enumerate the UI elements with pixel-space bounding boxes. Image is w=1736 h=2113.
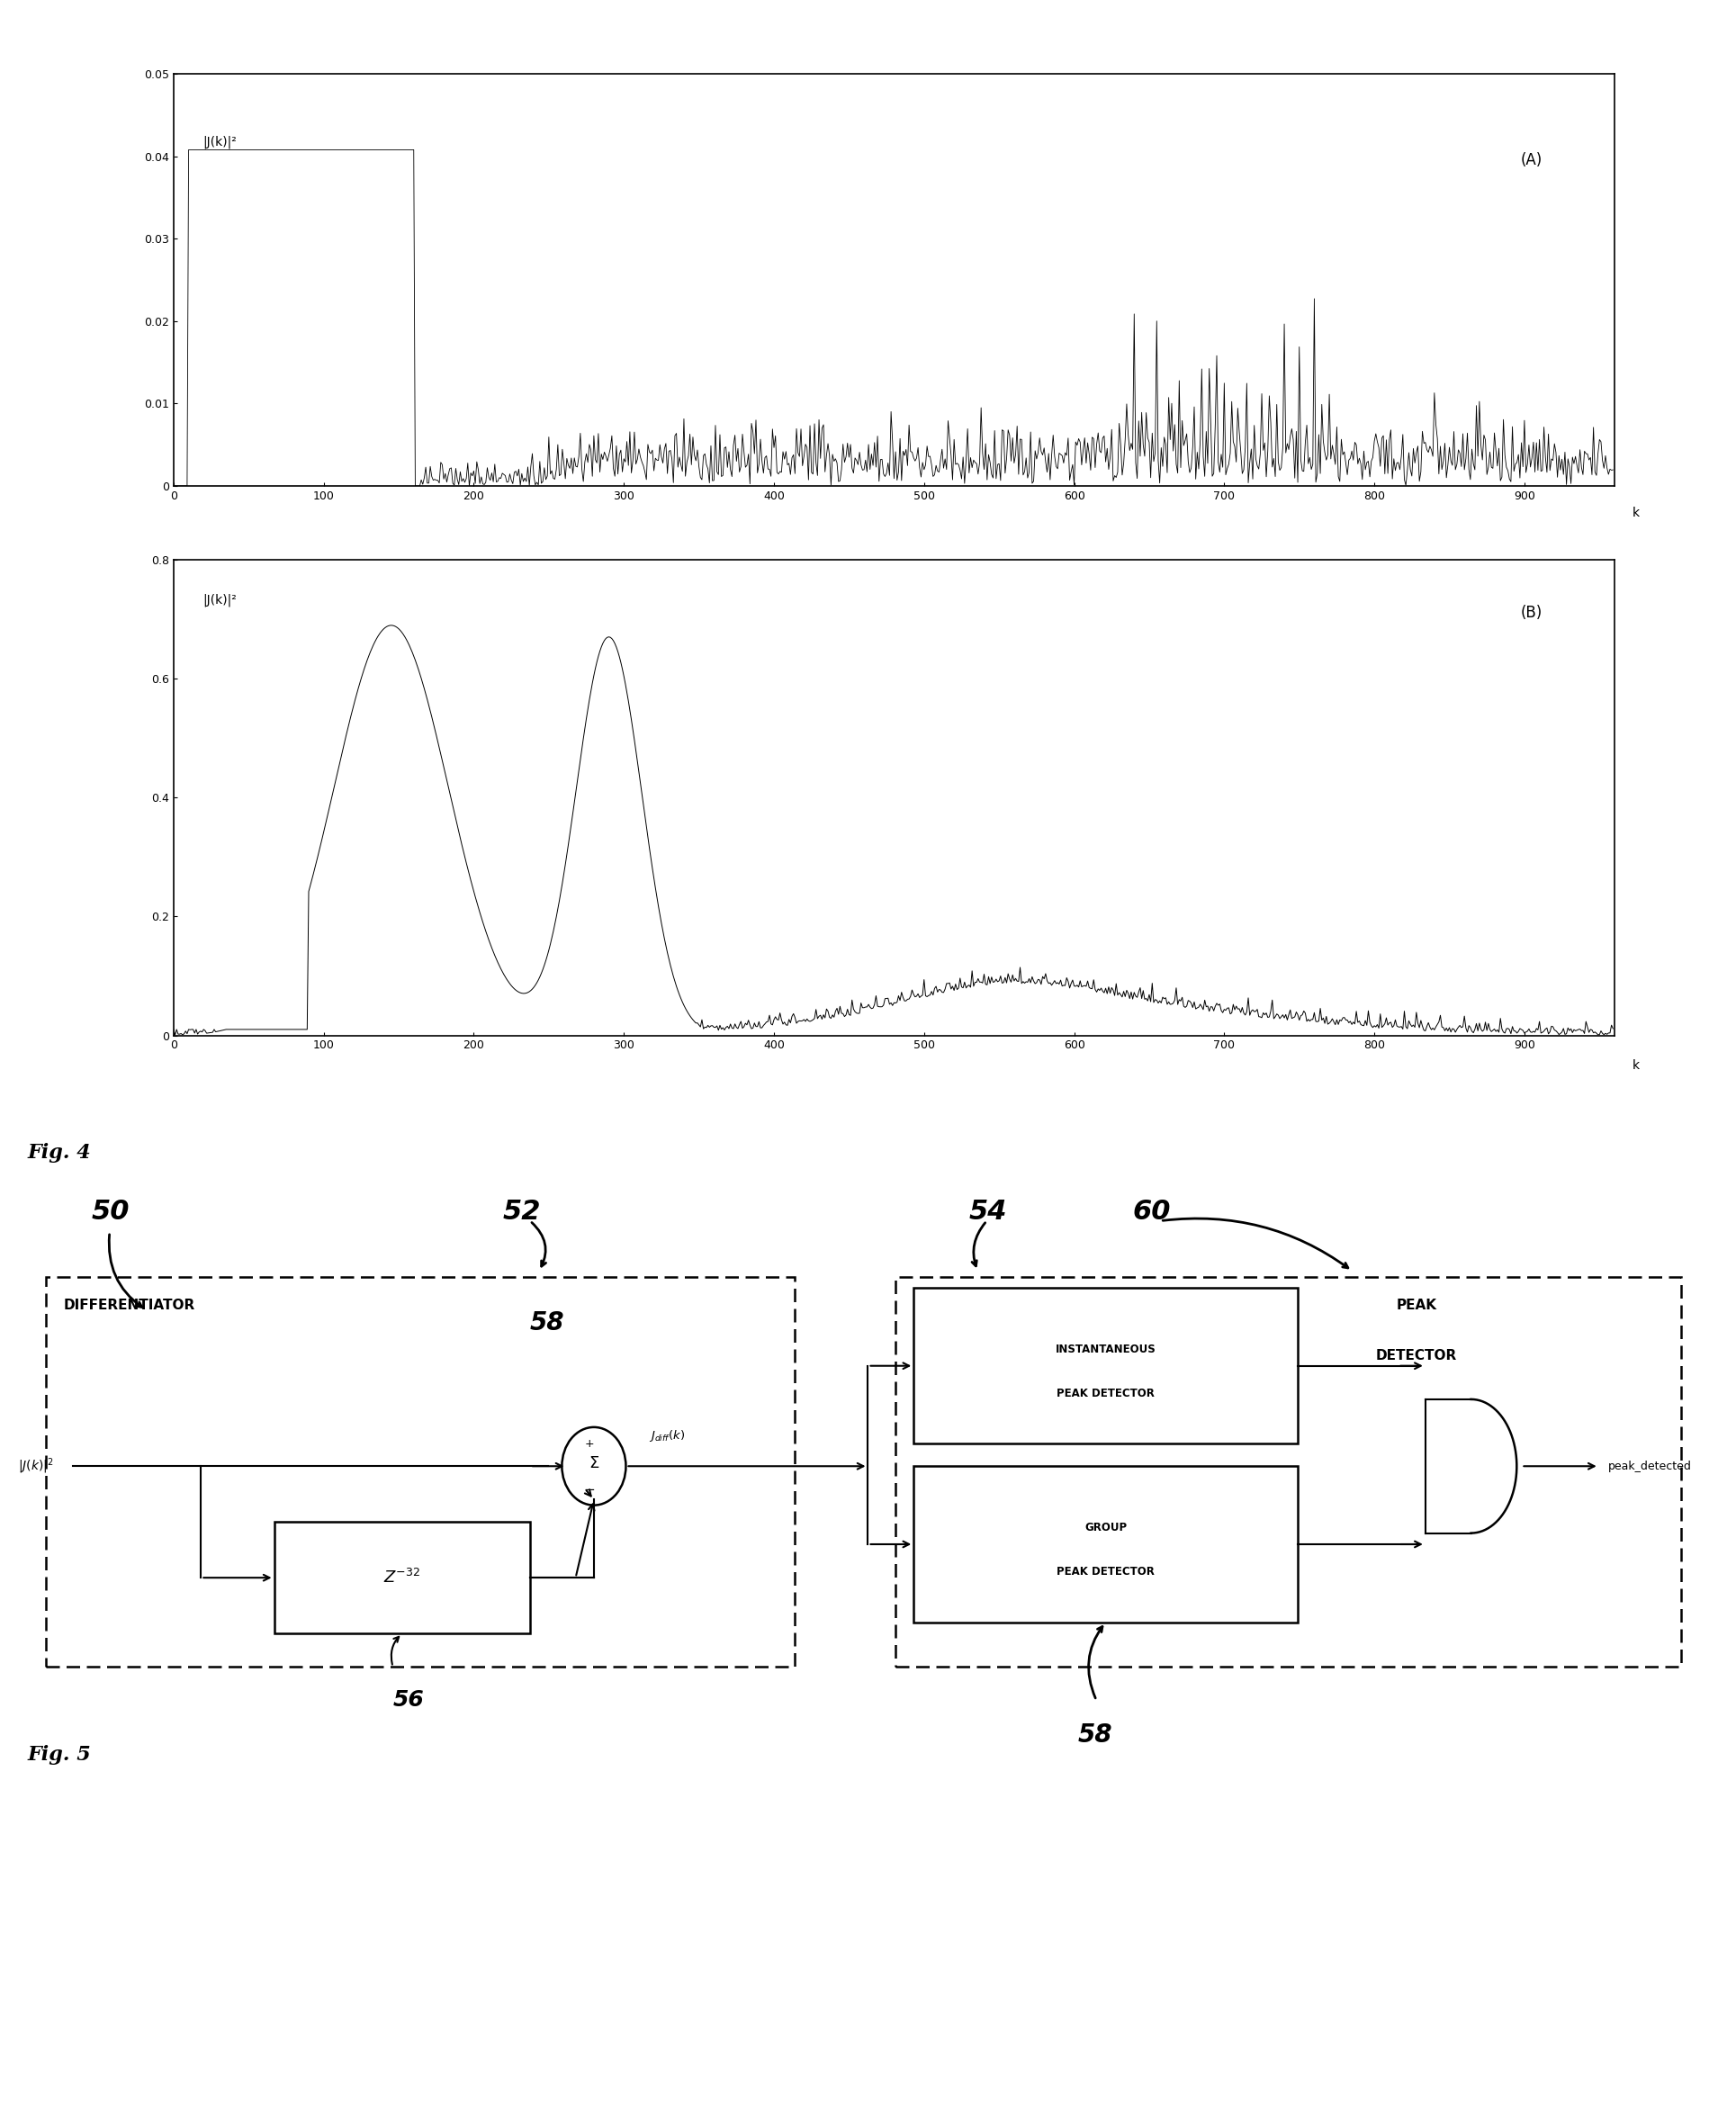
Text: 58: 58 [529, 1310, 564, 1335]
X-axis label: k: k [1632, 1059, 1641, 1071]
Text: DETECTOR: DETECTOR [1375, 1348, 1457, 1363]
FancyBboxPatch shape [913, 1466, 1297, 1623]
Text: +: + [585, 1437, 594, 1450]
FancyBboxPatch shape [913, 1287, 1297, 1443]
Text: |J(k)|²: |J(k)|² [203, 135, 236, 148]
Text: Fig. 4: Fig. 4 [28, 1143, 90, 1162]
Text: $J_{diff}(k)$: $J_{diff}(k)$ [649, 1428, 686, 1443]
Text: (A): (A) [1521, 152, 1543, 169]
Text: $Z^{-32}$: $Z^{-32}$ [384, 1568, 420, 1587]
Text: $\Sigma$: $\Sigma$ [589, 1454, 599, 1471]
Text: DIFFERENTIATOR: DIFFERENTIATOR [64, 1299, 196, 1312]
Text: peak_detected: peak_detected [1608, 1460, 1691, 1473]
Text: |J(k)|²: |J(k)|² [203, 594, 236, 606]
Text: GROUP: GROUP [1085, 1521, 1127, 1534]
Text: (B): (B) [1521, 604, 1543, 621]
Text: PEAK DETECTOR: PEAK DETECTOR [1057, 1388, 1154, 1399]
FancyBboxPatch shape [274, 1521, 529, 1633]
Text: 52: 52 [502, 1198, 542, 1226]
Text: INSTANTANEOUS: INSTANTANEOUS [1055, 1344, 1156, 1354]
Text: −: − [583, 1483, 595, 1496]
Text: $|J(k)|^2$: $|J(k)|^2$ [19, 1456, 54, 1475]
Text: PEAK DETECTOR: PEAK DETECTOR [1057, 1566, 1154, 1578]
Text: 56: 56 [392, 1688, 424, 1712]
Text: 60: 60 [1134, 1198, 1172, 1226]
Text: PEAK: PEAK [1396, 1299, 1436, 1312]
Text: 54: 54 [969, 1198, 1007, 1226]
Text: 58: 58 [1078, 1722, 1113, 1747]
Text: 50: 50 [92, 1198, 130, 1226]
X-axis label: k: k [1632, 507, 1641, 520]
Text: Fig. 5: Fig. 5 [28, 1745, 90, 1764]
